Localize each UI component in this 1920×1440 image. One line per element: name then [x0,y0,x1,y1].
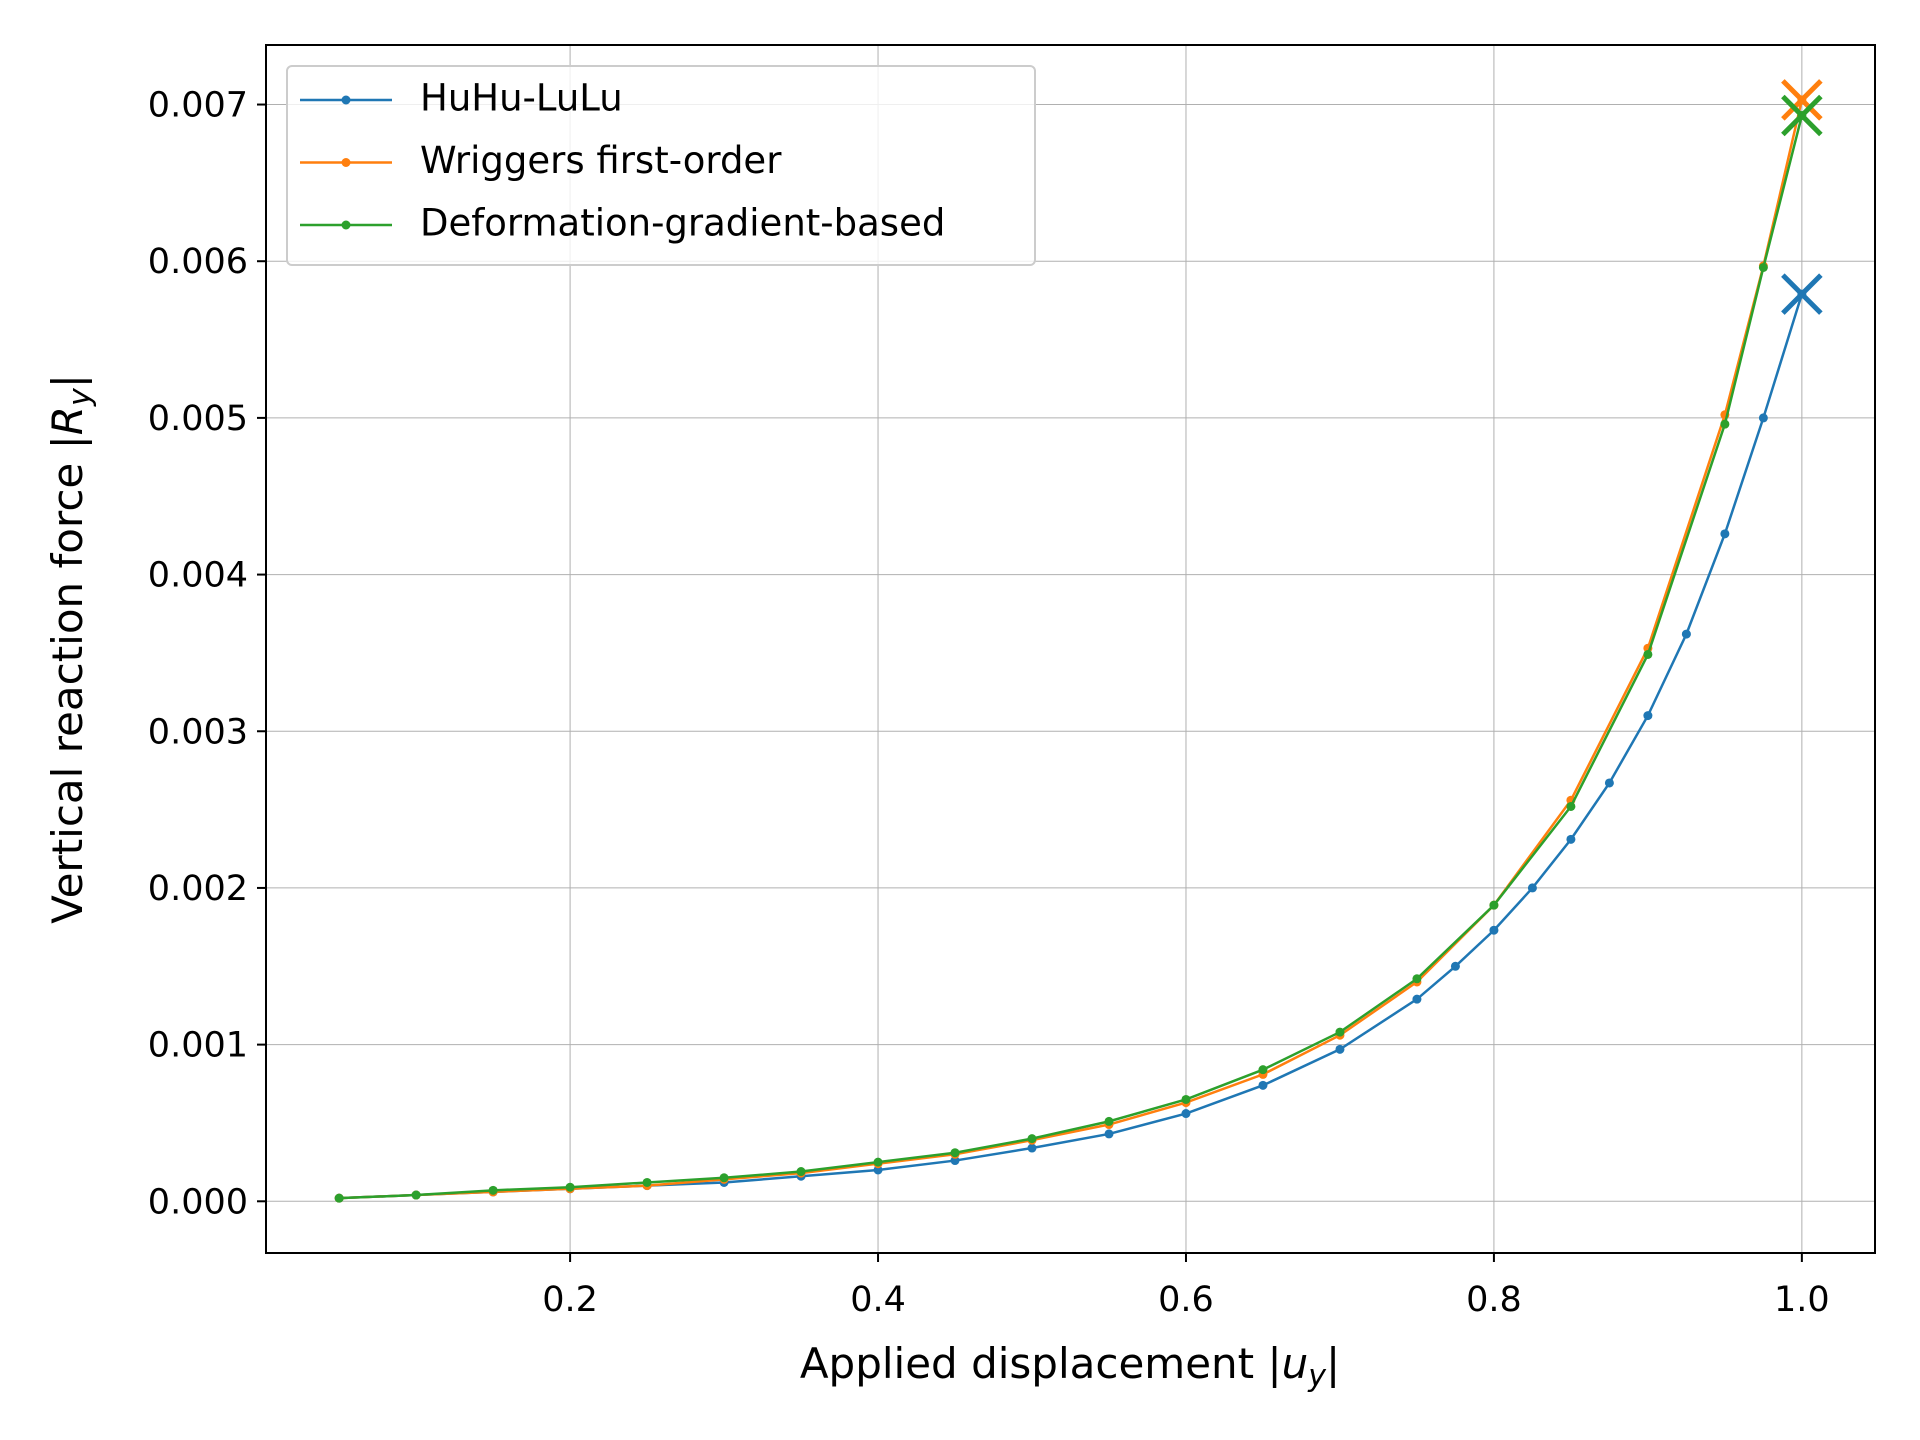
data-point [873,1157,883,1167]
y-tick-label: 0.004 [148,556,248,596]
data-point [1104,1116,1114,1126]
end-marker-cross [1781,273,1823,315]
y-tick-label: 0.006 [148,242,248,282]
series-line [339,293,1804,1200]
data-point [411,1190,421,1200]
x-tick-label: 0.4 [850,1280,906,1320]
legend: HuHu-LuLu Wriggers first-order Deformation… [286,65,1036,266]
data-point [1335,1044,1345,1054]
data-point [488,1185,498,1195]
x-tick-label: 0.2 [542,1280,598,1320]
legend-swatch-marker [341,158,351,167]
data-point [1604,778,1614,788]
legend-label: Deformation-gradient-based [420,202,945,245]
x-tick-label: 0.6 [1158,1280,1214,1320]
x-label-var: u [1282,1339,1309,1388]
y-label-sub: y [63,387,98,407]
legend-swatch-marker [341,95,351,105]
end-marker [1781,79,1823,121]
x-tick-label: 1.0 [1774,1280,1830,1320]
data-point [1720,529,1730,539]
series-line [339,115,1804,1200]
x-label-text: Applied displacement | [800,1339,1282,1388]
end-marker-cross [1781,79,1823,121]
y-tick-label: 0.002 [148,869,248,909]
data-point [1027,1143,1037,1153]
data-point [1027,1134,1037,1144]
data-point [1527,883,1537,893]
data-point [1258,1080,1268,1090]
data-point [873,1165,883,1175]
data-point [1181,1094,1191,1104]
data-point [1412,994,1422,1004]
end-marker [1781,94,1823,137]
y-tick-label: 0.005 [148,399,248,439]
data-point [1104,1129,1114,1139]
data-point [1412,974,1422,984]
x-tick-label: 0.8 [1466,1280,1522,1320]
end-marker-cross [1781,94,1823,137]
data-point [1489,925,1499,935]
data-point [1335,1027,1345,1037]
data-point [1758,413,1768,423]
plot-area [334,79,1823,1203]
y-tick-label: 0.003 [148,712,248,752]
legend-box [286,65,1036,266]
data-point [796,1167,806,1177]
y-tick-label: 0.001 [148,1026,248,1066]
legend-label: HuHu-LuLu [420,77,623,120]
data-point [1489,900,1499,910]
data-point [719,1173,729,1183]
data-point [1758,262,1768,272]
data-point [1258,1065,1268,1075]
y-axis-label: Vertical reaction force |Ry| [43,374,98,924]
end-marker [1781,273,1823,315]
legend-label: Wriggers first-order [420,139,782,182]
x-label-sub: y [1307,1359,1327,1394]
x-label-close: | [1326,1339,1340,1388]
ticks: 0.2 0.4 0.6 0.8 1.0 0.000 0.001 0.002 0.003 0.004… [148,86,1830,1320]
data-point [1566,834,1576,844]
data-point [642,1177,652,1187]
axes-frame [265,44,1876,1254]
data-point [1450,961,1460,971]
data-point [1566,801,1576,811]
y-tick-label: 0.000 [148,1182,248,1222]
data-point [1643,649,1653,659]
data-point [1720,419,1730,429]
y-label-close: | [43,374,92,388]
y-tick-label: 0.007 [148,86,248,126]
y-label-text: Vertical reaction force | [43,435,92,924]
data-point [950,1148,960,1158]
data-point [1681,629,1691,639]
legend-swatch-marker [341,220,351,230]
data-point [1643,711,1653,721]
data-point [1181,1109,1191,1119]
y-label-var: R [43,406,92,435]
data-point [334,1193,344,1203]
data-point [565,1182,575,1192]
x-axis-label: Applied displacement |uy| [800,1339,1340,1394]
data-point [950,1156,960,1166]
